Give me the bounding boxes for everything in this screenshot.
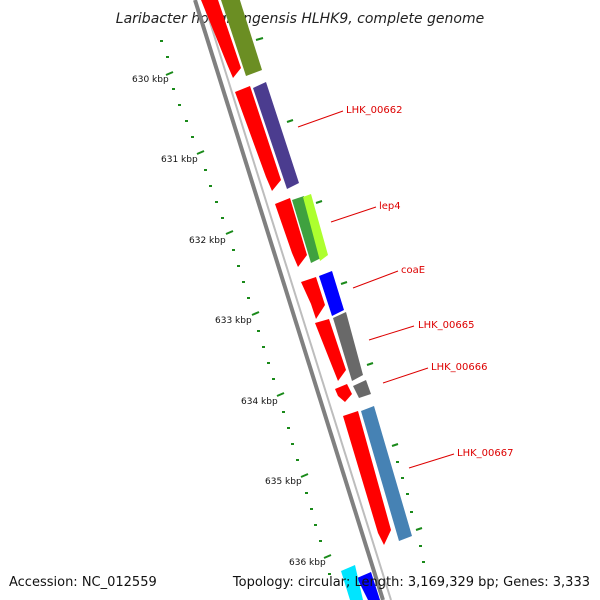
cds-feature [303,194,328,261]
outer-tick [255,37,264,41]
cds-feature [319,271,344,316]
outer-ticks [255,37,425,563]
map-title: Laribacter hongkongensis HLHK9, complete… [116,11,484,27]
cds-feature [335,384,352,402]
forward-strand-features [221,0,412,541]
major-tick [300,473,309,478]
cds-feature [253,82,299,189]
scale-label: 631 kbp [161,155,198,165]
label-line [297,110,344,128]
genome-backbone [193,0,392,600]
outer-tick [315,200,323,204]
outer-tick [366,362,374,366]
outer-tick [391,443,399,447]
gene-labels: LHK_00662 lep4 coaE LHK_00665 LHK_00666 … [346,105,513,459]
major-tick [225,230,234,235]
genome-summary: Topology: circular; Length: 3,169,329 bp… [232,575,590,590]
cds-feature [341,565,363,600]
scale-label: 632 kbp [189,236,226,246]
cds-feature [333,312,363,381]
scale-label: 633 kbp [215,316,252,326]
gene-label: lep4 [379,201,401,212]
cds-feature [235,86,281,191]
scale-ruler: 630 kbp 631 kbp 632 kbp 633 kbp 634 kbp … [132,71,332,568]
cds-feature [221,0,262,76]
gene-label: LHK_00666 [431,362,487,373]
scale-label: 630 kbp [132,75,169,85]
label-line [368,325,415,341]
cds-feature [292,196,321,263]
scale-label: 636 kbp [289,558,326,568]
major-tick [323,554,332,559]
outer-tick [340,281,348,285]
major-tick [276,392,285,397]
cds-feature [353,380,371,398]
label-line [330,206,377,223]
scale-label: 634 kbp [241,397,278,407]
gene-label-lines [297,110,455,469]
label-line [352,270,399,289]
outer-tick [286,119,294,123]
major-tick [251,311,260,316]
gene-label: coaE [401,265,425,276]
outer-tick [415,527,423,531]
cds-feature [301,277,325,319]
cds-feature [315,319,346,381]
minor-ticks [160,40,331,575]
cds-feature [275,198,307,267]
cds-feature [357,572,380,600]
label-line [408,453,455,469]
scale-label: 635 kbp [265,477,302,487]
cds-feature [361,406,412,541]
major-tick [196,150,205,155]
major-tick [165,71,174,76]
gene-label: LHK_00667 [457,448,513,459]
gene-label: LHK_00662 [346,105,402,116]
cds-feature [201,0,241,78]
label-line [382,367,429,384]
gene-label: LHK_00665 [418,320,474,331]
cds-feature [343,411,391,545]
accession-text: Accession: NC_012559 [9,575,157,590]
reverse-strand-features [201,0,391,600]
